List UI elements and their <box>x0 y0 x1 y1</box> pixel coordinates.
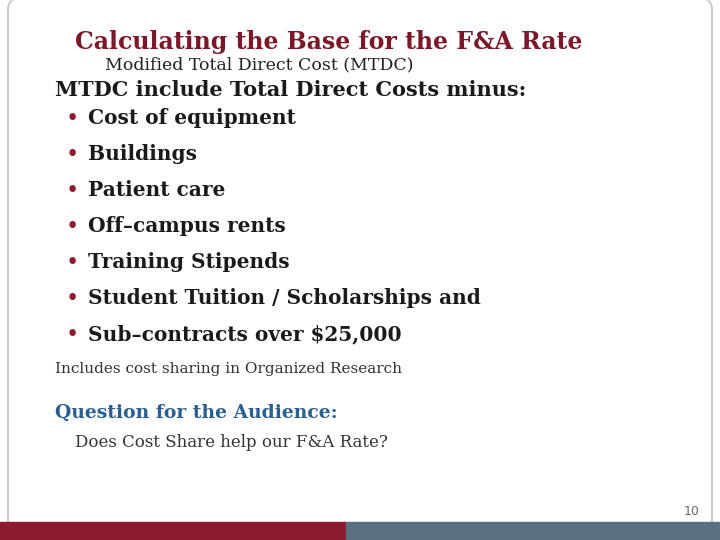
Text: Does Cost Share help our F&A Rate?: Does Cost Share help our F&A Rate? <box>75 434 388 451</box>
Text: 10: 10 <box>684 505 700 518</box>
Text: Includes cost sharing in Organized Research: Includes cost sharing in Organized Resea… <box>55 362 402 376</box>
Text: •: • <box>66 108 78 130</box>
Text: Calculating the Base for the F&A Rate: Calculating the Base for the F&A Rate <box>75 30 582 54</box>
Text: •: • <box>66 144 78 166</box>
Text: Student Tuition / Scholarships and: Student Tuition / Scholarships and <box>88 288 481 308</box>
Text: •: • <box>66 252 78 274</box>
Text: •: • <box>66 324 78 346</box>
Text: •: • <box>66 216 78 238</box>
Text: Patient care: Patient care <box>88 180 225 200</box>
Bar <box>0 522 346 540</box>
Text: Training Stipends: Training Stipends <box>88 252 289 272</box>
Text: Off–campus rents: Off–campus rents <box>88 216 286 236</box>
FancyBboxPatch shape <box>8 0 712 532</box>
Bar <box>346 522 720 540</box>
Text: MTDC include Total Direct Costs minus:: MTDC include Total Direct Costs minus: <box>55 80 526 100</box>
Text: Buildings: Buildings <box>88 144 197 164</box>
Text: Question for the Audience:: Question for the Audience: <box>55 404 338 422</box>
Text: •: • <box>66 288 78 310</box>
Text: Modified Total Direct Cost (MTDC): Modified Total Direct Cost (MTDC) <box>105 56 413 73</box>
Text: Sub–contracts over $25,000: Sub–contracts over $25,000 <box>88 324 402 344</box>
Text: Cost of equipment: Cost of equipment <box>88 108 296 128</box>
Text: •: • <box>66 180 78 202</box>
